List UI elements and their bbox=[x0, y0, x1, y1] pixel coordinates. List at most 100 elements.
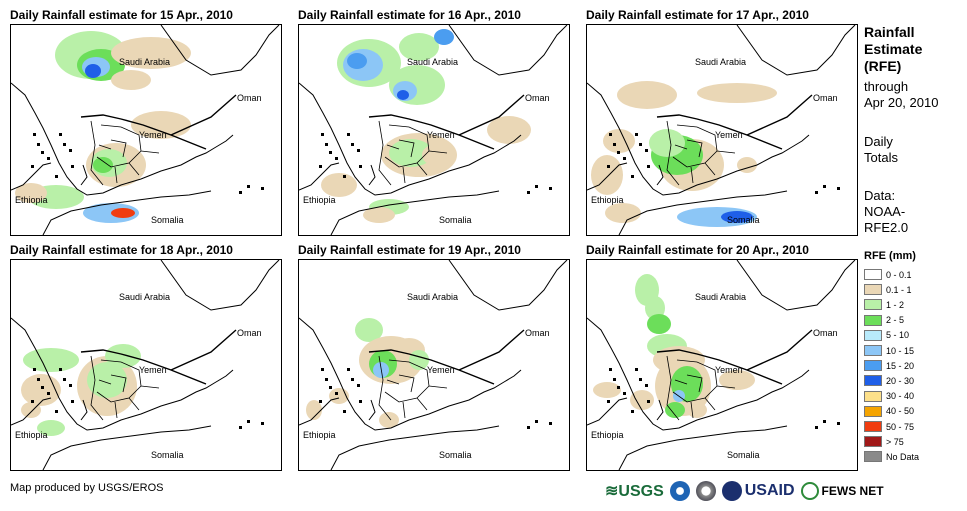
island bbox=[623, 157, 626, 160]
legend-label: 40 - 50 bbox=[886, 406, 915, 417]
africa-coastline bbox=[11, 162, 212, 235]
noaa-seal-icon bbox=[669, 481, 690, 501]
island bbox=[527, 191, 530, 194]
legend-row: 15 - 20 bbox=[864, 359, 914, 372]
legend-swatch bbox=[864, 405, 882, 417]
legend-row: No Data bbox=[864, 450, 919, 463]
island bbox=[329, 151, 332, 154]
island bbox=[37, 378, 40, 381]
coastline bbox=[587, 317, 810, 431]
rainfall-area bbox=[487, 116, 531, 144]
legend-label: 50 - 75 bbox=[886, 421, 915, 432]
legend-label: 30 - 40 bbox=[886, 391, 915, 402]
island bbox=[823, 420, 826, 423]
coastline bbox=[299, 82, 522, 196]
rainfall-area bbox=[617, 81, 677, 109]
island bbox=[55, 410, 58, 413]
africa-coastline bbox=[299, 397, 500, 470]
island bbox=[319, 400, 322, 403]
rainfall-area bbox=[645, 296, 665, 320]
island bbox=[635, 133, 638, 136]
africa-coastline bbox=[587, 162, 788, 235]
island bbox=[617, 151, 620, 154]
island bbox=[319, 165, 322, 168]
legend-swatch bbox=[864, 269, 882, 280]
rainfall-area bbox=[21, 402, 41, 418]
island bbox=[343, 175, 346, 178]
legend-label: 20 - 30 bbox=[886, 375, 915, 386]
oman-border bbox=[160, 260, 280, 311]
coastline bbox=[587, 82, 810, 196]
island bbox=[837, 422, 840, 425]
place-label-somalia: Somalia bbox=[151, 450, 184, 460]
rainfall-area bbox=[306, 400, 322, 420]
island bbox=[325, 143, 328, 146]
legend-swatch bbox=[864, 390, 882, 402]
island bbox=[815, 191, 818, 194]
island bbox=[647, 165, 650, 168]
island bbox=[527, 426, 530, 429]
map-canvas bbox=[299, 25, 568, 235]
governorate-borders bbox=[666, 120, 736, 186]
island bbox=[71, 165, 74, 168]
rainfall-area bbox=[111, 37, 191, 69]
place-label-ethiopia: Ethiopia bbox=[15, 195, 48, 205]
rainfall-area bbox=[409, 350, 429, 370]
rainfall-area bbox=[85, 64, 101, 78]
map-canvas bbox=[587, 260, 856, 470]
rainfall-area bbox=[434, 29, 454, 45]
logos: ≋USGS USAID FEWS NET bbox=[605, 478, 884, 504]
island bbox=[69, 384, 72, 387]
rainfall-area bbox=[379, 412, 399, 428]
rainfall-area bbox=[363, 207, 395, 223]
rainfall-map-panel-6: Saudi Arabia Oman Yemen Ethiopia Somalia bbox=[586, 259, 858, 471]
legend-label: 0 - 0.1 bbox=[886, 269, 912, 280]
island bbox=[613, 378, 616, 381]
island bbox=[33, 368, 36, 371]
coastline bbox=[299, 317, 522, 431]
governorate-borders bbox=[90, 120, 160, 186]
legend-swatch bbox=[864, 375, 882, 387]
island bbox=[321, 368, 324, 371]
legend-row: 0.1 - 1 bbox=[864, 283, 912, 296]
island bbox=[607, 165, 610, 168]
island bbox=[41, 386, 44, 389]
place-label-yemen: Yemen bbox=[139, 130, 167, 140]
panel-title: Daily Rainfall estimate for 15 Apr., 201… bbox=[10, 8, 233, 22]
island bbox=[815, 426, 818, 429]
place-label-saudi: Saudi Arabia bbox=[407, 292, 459, 302]
rainfall-area bbox=[647, 314, 671, 334]
place-label-ethiopia: Ethiopia bbox=[303, 430, 336, 440]
legend-label: 5 - 10 bbox=[886, 330, 910, 341]
island bbox=[359, 165, 362, 168]
place-label-oman: Oman bbox=[237, 93, 262, 103]
island bbox=[357, 384, 360, 387]
legend-label: 1 - 2 bbox=[886, 299, 905, 310]
place-label-ethiopia: Ethiopia bbox=[15, 430, 48, 440]
country-border bbox=[656, 329, 813, 385]
rainfall-area bbox=[111, 208, 135, 218]
rainfall-area bbox=[719, 370, 755, 390]
rainfall-area bbox=[605, 203, 641, 223]
usaid-seal-icon bbox=[721, 481, 742, 501]
place-label-saudi: Saudi Arabia bbox=[407, 57, 459, 67]
oman-border bbox=[736, 25, 856, 76]
legend-swatch bbox=[864, 314, 882, 326]
map-canvas bbox=[587, 25, 856, 235]
oman-border bbox=[736, 260, 856, 311]
island bbox=[549, 422, 552, 425]
governorate-borders bbox=[378, 355, 448, 421]
legend-row: 50 - 75 bbox=[864, 420, 914, 433]
island bbox=[329, 386, 332, 389]
island bbox=[623, 392, 626, 395]
legend-row: 2 - 5 bbox=[864, 314, 904, 327]
oman-border bbox=[448, 260, 568, 311]
country-border bbox=[80, 94, 237, 150]
island bbox=[69, 149, 72, 152]
legend-label: 10 - 15 bbox=[886, 345, 915, 356]
legend-swatch bbox=[864, 451, 882, 463]
map-canvas bbox=[299, 260, 568, 470]
rainfall-area bbox=[422, 145, 446, 165]
rainfall-map-panel-1: Saudi Arabia Oman Yemen Ethiopia Somalia bbox=[10, 24, 282, 236]
island bbox=[645, 384, 648, 387]
